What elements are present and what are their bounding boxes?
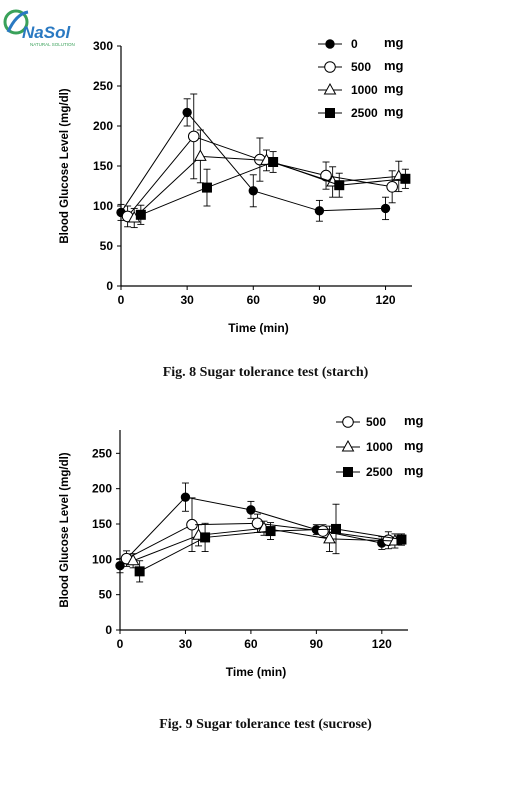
data-point xyxy=(200,532,211,543)
y-tick-label: 250 xyxy=(93,79,113,93)
data-point xyxy=(248,186,258,196)
logo-brand: NaSol xyxy=(22,23,71,42)
data-point xyxy=(135,209,146,220)
legend-label: 1000 xyxy=(366,440,393,454)
y-tick-label: 150 xyxy=(93,159,113,173)
legend-unit: mg xyxy=(384,81,404,96)
data-point xyxy=(331,523,341,534)
legend-unit: mg xyxy=(384,35,404,50)
legend-label: 1000 xyxy=(351,83,378,97)
legend-label: 2500 xyxy=(351,106,378,120)
data-point xyxy=(396,534,407,545)
data-point xyxy=(246,505,256,515)
x-tick-label: 30 xyxy=(180,293,194,307)
legend: 500 mg 1000 mg 2500 mg xyxy=(336,413,424,479)
y-axis-label: Blood Glucose Level (mg/dl) xyxy=(59,452,71,607)
legend-marker xyxy=(323,82,337,95)
x-tick-label: 60 xyxy=(244,637,258,651)
x-tick-label: 30 xyxy=(179,637,193,651)
y-tick-label: 50 xyxy=(100,239,114,253)
logo-leaf-icon xyxy=(3,9,29,35)
legend-label: 500 xyxy=(351,60,371,74)
y-tick-label: 150 xyxy=(92,517,112,531)
series-4 xyxy=(135,151,411,225)
series-3 xyxy=(126,520,402,569)
legend-unit: mg xyxy=(384,104,404,119)
series-1 xyxy=(115,482,387,574)
data-point xyxy=(187,130,200,143)
legend-unit: mg xyxy=(404,463,424,478)
nasol-logo: NaSol NATURAL SOLUTION xyxy=(3,9,75,47)
series-1 xyxy=(116,98,391,222)
x-tick-label: 0 xyxy=(118,293,125,307)
y-tick-label: 200 xyxy=(93,119,113,133)
y-axis-label: Blood Glucose Level (mg/dl) xyxy=(59,88,71,243)
series-4 xyxy=(134,503,407,583)
data-point xyxy=(314,206,325,216)
y-tick-label: 300 xyxy=(93,39,113,53)
data-point xyxy=(201,182,212,193)
x-tick-label: 60 xyxy=(247,293,261,307)
data-point xyxy=(180,492,191,502)
data-point xyxy=(182,107,192,118)
data-point xyxy=(317,525,329,537)
y-tick-label: 200 xyxy=(92,482,112,496)
data-point xyxy=(126,553,140,566)
y-tick-label: 0 xyxy=(106,279,113,293)
legend-label: 0 xyxy=(351,37,358,51)
data-point xyxy=(386,181,398,193)
legend: 0 mg 500 mg 1000 mg 2500 mg xyxy=(318,35,404,120)
x-axis-label: Time (min) xyxy=(226,665,286,679)
legend-marker xyxy=(325,108,335,118)
legend-marker xyxy=(342,416,354,428)
logo-tagline: NATURAL SOLUTION xyxy=(30,42,75,47)
y-tick-label: 0 xyxy=(105,623,112,637)
x-tick-label: 120 xyxy=(376,293,396,307)
chart-starch: 0 50 100 150 200 250 300 0 30 60 90 120 Time (min) Bl… xyxy=(59,35,412,335)
figure-caption-sucrose: Fig. 9 Sugar tolerance test (sucrose) xyxy=(159,717,372,732)
data-point xyxy=(400,173,411,184)
legend-marker xyxy=(325,39,335,49)
data-point xyxy=(134,566,145,577)
data-point xyxy=(334,180,345,191)
legend-label: 2500 xyxy=(366,465,393,479)
y-tick-label: 100 xyxy=(92,552,112,566)
series-2 xyxy=(121,93,398,228)
series-2 xyxy=(120,497,395,567)
data-point xyxy=(380,203,391,214)
x-tick-label: 120 xyxy=(372,637,392,651)
x-tick-label: 90 xyxy=(310,637,324,651)
x-tick-label: 90 xyxy=(313,293,327,307)
data-point xyxy=(115,560,125,571)
data-point xyxy=(194,149,207,161)
x-tick-label: 0 xyxy=(117,637,124,651)
figure-caption-starch: Fig. 8 Sugar tolerance test (starch) xyxy=(162,365,369,380)
legend-unit: mg xyxy=(404,438,424,453)
data-point xyxy=(268,157,279,167)
x-axis-label: Time (min) xyxy=(228,321,288,335)
legend-unit: mg xyxy=(384,58,404,73)
series-3 xyxy=(127,129,406,229)
y-tick-label: 50 xyxy=(99,588,113,602)
y-tick-label: 250 xyxy=(92,446,112,460)
y-tick-label: 100 xyxy=(93,199,113,213)
data-point xyxy=(323,531,336,544)
legend-marker xyxy=(343,467,353,477)
legend-unit: mg xyxy=(404,413,424,428)
legend-label: 500 xyxy=(366,415,386,429)
legend-marker xyxy=(341,439,355,452)
data-point xyxy=(265,526,276,537)
legend-marker xyxy=(324,61,336,73)
